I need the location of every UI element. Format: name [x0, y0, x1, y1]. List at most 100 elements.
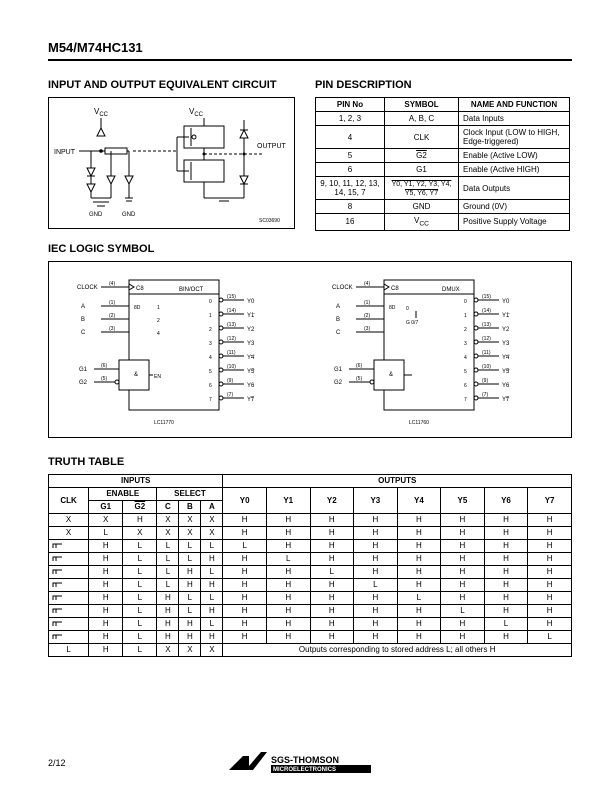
svg-text:Y0: Y0	[502, 299, 510, 305]
svg-text:(3): (3)	[109, 326, 115, 332]
svg-text:C: C	[81, 330, 86, 336]
svg-text:(10): (10)	[227, 364, 236, 370]
svg-text:&: &	[389, 372, 393, 378]
svg-text:3: 3	[464, 341, 467, 347]
svg-text:(7): (7)	[227, 392, 233, 398]
table-row: L H L X X X Outputs corresponding to sto…	[49, 643, 572, 656]
svg-text:(6): (6)	[101, 363, 107, 369]
svg-text:B: B	[336, 317, 340, 323]
circuit-title: INPUT AND OUTPUT EQUIVALENT CIRCUIT	[48, 79, 295, 91]
svg-text:5: 5	[209, 369, 212, 375]
col-header: PIN No	[316, 98, 385, 112]
table-row: 16VCCPositive Supply Voltage	[316, 214, 570, 231]
svg-text:A: A	[81, 304, 85, 310]
svg-text:C: C	[336, 330, 341, 336]
table-row: 1, 2, 3A, B, CData Inputs	[316, 112, 570, 126]
svg-text:Y4: Y4	[247, 355, 255, 361]
table-row: 8GNDGround (0V)	[316, 200, 570, 214]
pin-section: PIN DESCRIPTION PIN No SYMBOL NAME AND F…	[315, 79, 570, 231]
svg-text:(5): (5)	[356, 376, 362, 382]
svg-text:G 0/7: G 0/7	[406, 320, 418, 326]
col-header: NAME AND FUNCTION	[459, 98, 570, 112]
table-row: XXHXXXHHHHHHHH	[49, 513, 572, 526]
svg-text:EN: EN	[154, 374, 161, 380]
output-label: OUTPUT	[257, 143, 287, 150]
iec-title: IEC LOGIC SYMBOL	[48, 243, 572, 255]
vcc-label-2: VCC	[189, 107, 204, 118]
table-row: 9, 10, 11, 12, 13, 14, 15, 7Y0, Y1, Y2, …	[316, 177, 570, 200]
circuit-section: INPUT AND OUTPUT EQUIVALENT CIRCUIT VCC …	[48, 79, 295, 231]
table-row: 5G2Enable (Active LOW)	[316, 149, 570, 163]
svg-text:1: 1	[209, 313, 212, 319]
truth-section: TRUTH TABLE INPUTS OUTPUTS CLK ENABLE SE…	[48, 456, 572, 657]
svg-text:(2): (2)	[109, 313, 115, 319]
svg-text:7: 7	[209, 397, 212, 403]
svg-text:G1: G1	[79, 367, 88, 373]
svg-text:0: 0	[464, 299, 467, 305]
svg-text:Y2: Y2	[502, 327, 510, 333]
table-row: HLLHLHHLHHHHH	[49, 565, 572, 578]
svg-text:3: 3	[209, 341, 212, 347]
svg-text:LC11770: LC11770	[154, 420, 174, 426]
table-row: HLHLLHHHHLHHH	[49, 591, 572, 604]
page-number: 2/12	[48, 758, 66, 768]
svg-text:Y1: Y1	[247, 313, 255, 319]
svg-text:(13): (13)	[227, 322, 236, 328]
svg-text:(13): (13)	[482, 322, 491, 328]
table-header-row: INPUTS OUTPUTS	[49, 474, 572, 487]
table-row: HLHHHHHHHHHHL	[49, 630, 572, 643]
svg-text:G2: G2	[334, 380, 343, 386]
svg-text:A: A	[336, 304, 340, 310]
svg-text:LC11760: LC11760	[409, 420, 429, 426]
svg-text:8D: 8D	[389, 305, 396, 311]
svg-text:MICROELECTRONICS: MICROELECTRONICS	[273, 767, 336, 773]
svg-text:(14): (14)	[482, 308, 491, 314]
svg-text:G1: G1	[334, 367, 343, 373]
table-row: HLLLHHLHHHHHH	[49, 552, 572, 565]
svg-text:1: 1	[464, 313, 467, 319]
svg-text:(1): (1)	[364, 300, 370, 306]
table-row: HLLHHHHHLHHHH	[49, 578, 572, 591]
svg-text:G2: G2	[79, 380, 88, 386]
svg-text:(6): (6)	[356, 363, 362, 369]
svg-text:0: 0	[406, 306, 409, 312]
svg-text:B: B	[81, 317, 85, 323]
svg-text:(14): (14)	[227, 308, 236, 314]
svg-text:7: 7	[464, 397, 467, 403]
table-row: 4CLKClock Input (LOW to HIGH, Edge-trigg…	[316, 126, 570, 149]
company-logo: SGS-THOMSON MICROELECTRONICS	[229, 752, 379, 774]
table-header-row: CLK ENABLE SELECT Y0 Y1 Y2 Y3 Y4 Y5 Y6 Y…	[49, 487, 572, 500]
svg-text:Y5: Y5	[247, 369, 255, 375]
svg-text:CLOCK: CLOCK	[77, 285, 98, 291]
svg-text:Y3: Y3	[502, 341, 510, 347]
svg-text:SGS-THOMSON: SGS-THOMSON	[271, 755, 339, 765]
svg-text:Y6: Y6	[247, 383, 255, 389]
input-label: INPUT	[54, 149, 76, 156]
page-title: M54/M74HC131	[48, 40, 572, 55]
svg-text:CLOCK: CLOCK	[332, 285, 353, 291]
svg-text:(15): (15)	[227, 294, 236, 300]
table-row: XLXXXXHHHHHHHH	[49, 526, 572, 539]
vcc-label: VCC	[94, 107, 109, 118]
svg-text:(12): (12)	[227, 336, 236, 342]
pin-title: PIN DESCRIPTION	[315, 79, 570, 91]
gnd-label: GND	[89, 212, 103, 218]
svg-text:C8: C8	[391, 286, 399, 292]
table-row: HLHHLHHHHHHLH	[49, 617, 572, 630]
svg-text:(4): (4)	[109, 281, 115, 287]
svg-text:DMUX: DMUX	[442, 287, 460, 293]
svg-text:(11): (11)	[482, 350, 491, 356]
svg-text:Y4: Y4	[502, 355, 510, 361]
gnd-label-2: GND	[122, 212, 136, 218]
truth-table: INPUTS OUTPUTS CLK ENABLE SELECT Y0 Y1 Y…	[48, 474, 572, 657]
page-footer: 2/12 SGS-THOMSON MICROELECTRONICS	[48, 752, 572, 774]
svg-text:4: 4	[209, 355, 212, 361]
svg-text:(5): (5)	[101, 376, 107, 382]
svg-text:(11): (11)	[227, 350, 236, 356]
svg-text:(12): (12)	[482, 336, 491, 342]
svg-text:2: 2	[157, 318, 160, 324]
svg-text:Y7: Y7	[502, 397, 510, 403]
svg-text:(9): (9)	[482, 378, 488, 384]
title-rule	[48, 59, 572, 61]
circuit-diagram: VCC INPUT	[48, 97, 295, 229]
